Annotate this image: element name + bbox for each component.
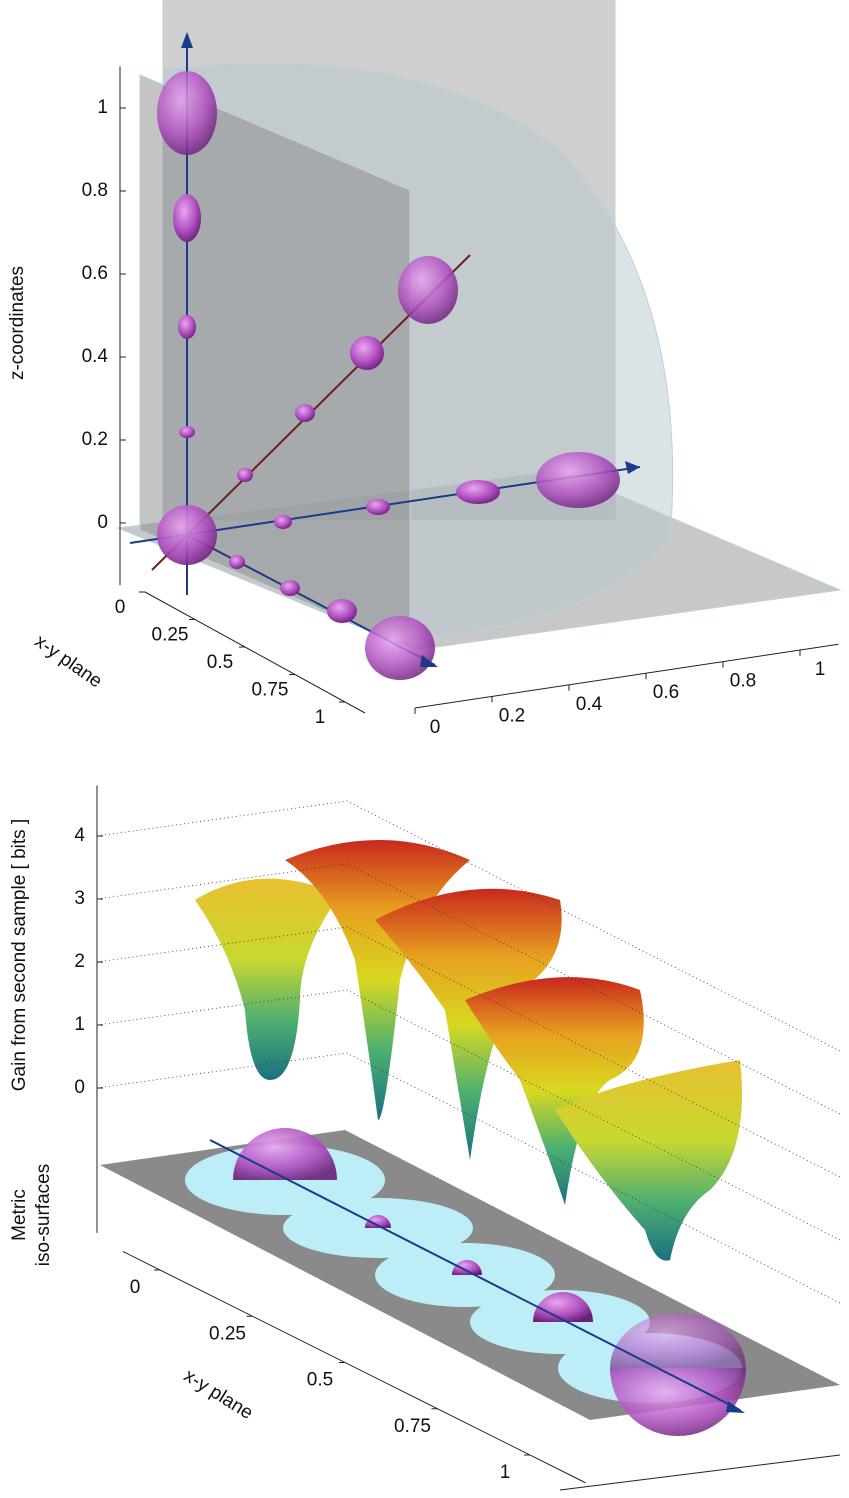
z-axis-subtitle: iso-surfaces	[33, 1164, 54, 1266]
x-tick-label: 1	[815, 659, 826, 680]
x-tick-label: 0.8	[730, 671, 756, 692]
y-tick-label: 0	[130, 1277, 141, 1298]
y-axis	[144, 591, 366, 714]
z-tick-label: 0.8	[82, 180, 108, 201]
z-axis-subtitle: Metric	[9, 1189, 30, 1241]
z-tick-label: 0.4	[82, 346, 109, 367]
z-tick-label: 0.2	[82, 429, 108, 450]
grid-line	[96, 863, 841, 1115]
x-axis	[414, 643, 839, 709]
grid-line	[96, 926, 841, 1178]
grid-line	[96, 1052, 841, 1304]
z-tick-label: 1	[97, 97, 108, 118]
y-axis-title: x-y plane	[31, 631, 106, 692]
x-tick-label: 0.6	[653, 682, 679, 703]
y-tick-label: 0.75	[394, 1416, 431, 1437]
y-tick-label: 0.5	[207, 652, 233, 673]
z-tick-label: 0	[74, 1077, 85, 1098]
y-tick-label: 0.25	[152, 625, 189, 646]
y-tick-label: 1	[500, 1462, 511, 1483]
z-axis-title: Gain from second sample [ bits ]	[9, 819, 30, 1091]
y-tick-label: 0.75	[252, 680, 289, 701]
bottom-panel-shapes	[100, 840, 841, 1491]
y-tick-label: 1	[315, 707, 326, 728]
z-tick-label: 0.6	[82, 263, 108, 284]
grid-line	[96, 800, 841, 1052]
y-tick-label: 0	[115, 597, 126, 618]
y-tick-label: 0.5	[307, 1370, 333, 1391]
top-panel-shapes	[116, 0, 842, 680]
z-axis-title: z-coordinates	[7, 266, 28, 380]
x-tick-label: 0	[430, 717, 441, 738]
z-tick-label: 2	[74, 951, 85, 972]
grid-line	[96, 989, 841, 1241]
x-tick-label: 0.4	[576, 694, 603, 715]
y-tick-label: 0.25	[209, 1323, 246, 1344]
y-axis	[122, 1251, 586, 1484]
z-tick-label: 4	[74, 825, 85, 846]
z-tick-label: 1	[74, 1014, 85, 1035]
y-axis-title: x-y plane	[180, 1365, 257, 1424]
z-tick-label: 3	[74, 888, 85, 909]
x-tick-label: 0.2	[499, 705, 525, 726]
z-tick-label: 0	[97, 512, 108, 533]
